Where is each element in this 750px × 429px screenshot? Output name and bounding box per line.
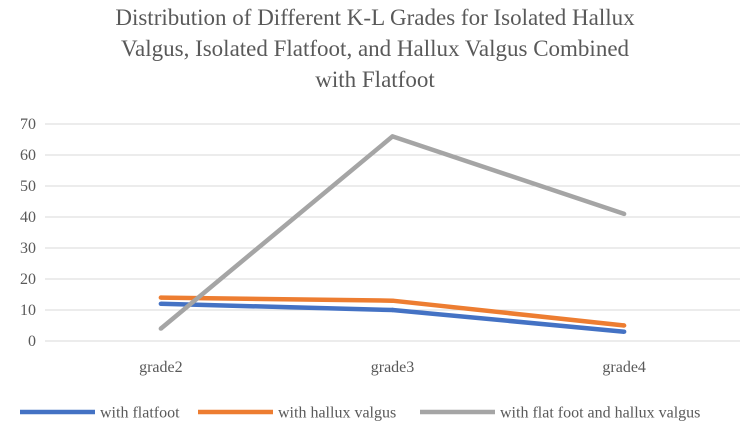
legend-label: with flat foot and hallux valgus xyxy=(500,405,700,422)
y-tick-label: 70 xyxy=(20,116,36,133)
legend-item: with flatfoot xyxy=(20,405,180,422)
legend-item: with hallux valgus xyxy=(198,405,396,422)
y-axis-ticks: 0 10 20 30 40 50 60 70 xyxy=(20,116,36,350)
series-lines xyxy=(158,134,627,334)
y-tick-label: 30 xyxy=(20,240,36,257)
x-tick-label: grade2 xyxy=(139,359,183,376)
legend-label: with flatfoot xyxy=(100,405,180,422)
y-tick-label: 10 xyxy=(20,302,36,319)
legend-label: with hallux valgus xyxy=(278,405,396,422)
data-point xyxy=(158,295,164,300)
x-tick-label: grade4 xyxy=(602,359,646,376)
data-point xyxy=(158,326,164,331)
legend: with flatfoot with hallux valgus with flat… xyxy=(20,405,700,422)
chart-title-line-3: with Flatfoot xyxy=(315,67,435,92)
chart-title: Distribution of Different K-L Grades for… xyxy=(115,5,635,92)
y-tick-label: 60 xyxy=(20,147,36,164)
x-tick-label: grade3 xyxy=(371,359,415,376)
data-point xyxy=(621,211,627,217)
x-axis-ticks: grade2 grade3 grade4 xyxy=(139,359,646,376)
data-point xyxy=(390,134,395,139)
data-point xyxy=(390,307,395,313)
y-tick-label: 20 xyxy=(20,271,36,288)
y-tick-label: 50 xyxy=(20,178,36,195)
y-tick-label: 40 xyxy=(20,209,36,226)
chart-title-line-1: Distribution of Different K-L Grades for… xyxy=(115,5,635,30)
legend-item: with flat foot and hallux valgus xyxy=(420,405,700,422)
y-tick-label: 0 xyxy=(28,333,36,350)
data-point xyxy=(158,301,164,306)
chart-title-line-2: Valgus, Isolated Flatfoot, and Hallux Va… xyxy=(121,36,630,61)
gridlines xyxy=(45,123,740,342)
data-point xyxy=(621,323,627,328)
data-point xyxy=(621,329,627,334)
data-point xyxy=(390,298,395,303)
